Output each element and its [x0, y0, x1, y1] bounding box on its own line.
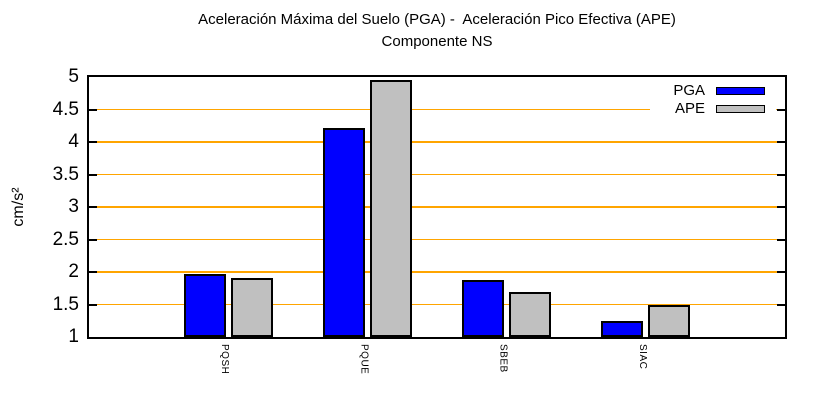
x-tick-label-sbeb: SBEB — [497, 344, 509, 373]
y-tick-mark-left — [89, 238, 97, 241]
legend-swatch-pga — [716, 87, 765, 95]
x-tick-label-pque: PQUE — [358, 344, 370, 375]
y-tick-mark-right — [777, 173, 785, 176]
y-tick-mark-right — [777, 271, 785, 273]
gridline — [89, 271, 785, 273]
bar-pga-pqsh — [183, 273, 226, 337]
y-tick-label: 2.5 — [52, 228, 79, 250]
y-tick-mark-right — [777, 303, 785, 306]
legend-label-ape: APE — [674, 100, 705, 117]
plot-border — [87, 75, 787, 339]
y-tick-mark-right — [777, 141, 785, 143]
legend-swatch-ape — [716, 105, 765, 113]
chart-subtitle: Componente NS — [381, 33, 493, 50]
y-tick-mark-right — [777, 108, 785, 111]
x-tick-label-siac: SIAC — [636, 344, 648, 370]
y-tick-mark-left — [89, 173, 97, 176]
x-tick-label-pqsh: PQSH — [219, 344, 231, 375]
bar-pga-siac — [601, 321, 644, 337]
y-tick-label: 4 — [68, 131, 79, 152]
y-tick-mark-left — [89, 206, 97, 208]
bar-pga-pque — [322, 127, 365, 337]
chart-title: Aceleración Máxima del Suelo (PGA) - Ace… — [198, 11, 676, 28]
y-tick-label: 2 — [68, 261, 79, 282]
y-tick-label: 1 — [68, 326, 79, 347]
bar-ape-pqsh — [230, 277, 273, 337]
y-tick-mark-left — [89, 271, 97, 273]
bar-ape-siac — [648, 304, 691, 337]
gridline — [89, 173, 785, 176]
bar-ape-pque — [369, 79, 412, 337]
y-tick-label: 5 — [68, 66, 79, 87]
bar-pga-sbeb — [462, 280, 505, 337]
y-tick-label: 1.5 — [52, 293, 79, 315]
y-tick-mark-right — [777, 206, 785, 208]
gridline — [89, 141, 785, 143]
y-tick-mark-left — [89, 141, 97, 143]
y-tick-mark-left — [89, 303, 97, 306]
y-tick-label: 3 — [68, 196, 79, 217]
y-tick-mark-left — [89, 108, 97, 111]
legend-label-pga: PGA — [673, 82, 705, 99]
gridline — [89, 206, 785, 208]
gridline — [89, 238, 785, 241]
y-tick-label: 3.5 — [52, 163, 79, 185]
legend: PGA APE — [650, 80, 776, 121]
gridline — [89, 303, 785, 306]
gridline — [89, 108, 785, 111]
y-tick-mark-right — [777, 238, 785, 241]
y-tick-label: 4.5 — [52, 98, 79, 120]
bar-ape-sbeb — [509, 292, 552, 337]
